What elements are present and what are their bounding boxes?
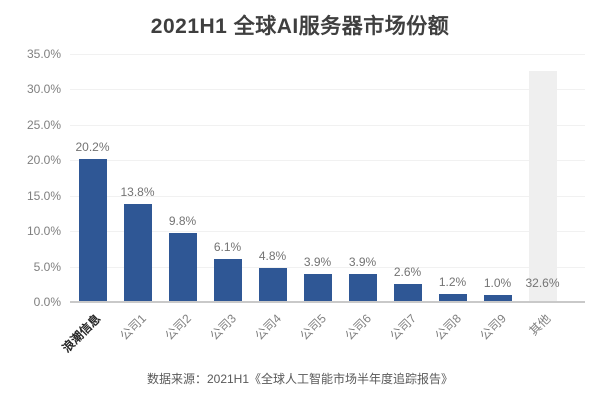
bar-value-label: 1.2% [438,274,467,289]
bar [528,71,557,302]
x-tick-label: 公司7 [387,311,419,344]
x-tick-label: 公司5 [297,311,329,344]
bar-slot: 1.2% 公司8 [430,54,475,343]
x-tick-label: 公司2 [162,311,194,344]
y-tick-label: 20.0% [26,153,61,168]
bar-slot: 13.8% 公司1 [115,54,160,343]
gridline [70,160,585,162]
bar-value-label: 13.8% [120,185,155,200]
x-tick-label: 公司9 [477,311,509,344]
x-tick-label: 公司4 [252,311,284,344]
plot-area: 35.0% 30.0% 25.0% 20.0% 15.0% 10.0% 5.0% 0.0% 2… [27,47,585,355]
gridline [70,54,585,55]
bar [393,283,422,302]
bar-value-label: 3.9% [303,255,332,270]
x-axis-line [70,301,585,303]
gridline [70,231,585,233]
bar-value-label: 32.6% [525,276,560,290]
data-source-note: 数据来源：2021H1《全球人工智能市场半年度追踪报告》 [146,372,454,386]
x-tick-label: 公司8 [432,311,464,344]
bar-slot: 20.2% 浪潮信息 [60,54,115,355]
bars-row: 20.2% 浪潮信息 13.8% 公司1 9.8% 公司2 6.1% 公司3 4.8% 公司4 3.… [60,54,565,355]
bar [213,258,242,302]
y-tick-label: 30.0% [26,82,61,97]
bar-slot: 3.9% 公司6 [340,54,385,343]
bar-value-label: 6.1% [213,239,242,254]
bar-value-label: 1.0% [483,275,512,290]
x-tick-label: 公司1 [117,311,149,344]
bar [123,204,152,302]
bar [438,293,467,302]
bar-value-label: 9.8% [168,213,197,228]
bar-slot: 32.6% 其他 [520,54,565,338]
gridline [70,266,585,268]
bar-slot: 9.8% 公司2 [160,54,205,343]
bar-slot: 4.8% 公司4 [250,54,295,343]
y-tick-label: 35.0% [26,47,61,61]
bar-value-label: 4.8% [258,249,287,263]
bar [348,274,377,302]
y-tick-label: 25.0% [26,117,61,132]
bar [303,274,332,302]
y-tick-label: 0.0% [33,295,61,309]
bar [258,268,287,302]
gridline [70,195,585,197]
x-tick-label: 浪潮信息 [59,311,104,356]
bar-value-label: 2.6% [393,264,422,279]
bar-slot: 1.0% 公司9 [475,54,520,343]
bar-slot: 3.9% 公司5 [295,54,340,343]
bar-slot: 6.1% 公司3 [205,54,250,343]
bar-slot: 2.6% 公司7 [385,54,430,343]
gridline [70,124,585,126]
bar-value-label: 3.9% [348,255,377,270]
y-tick-label: 5.0% [33,259,61,274]
y-tick-label: 10.0% [26,224,61,239]
x-tick-label: 其他 [526,311,554,339]
bar-value-label: 20.2% [75,139,110,154]
bar [168,232,197,302]
bar [78,158,107,302]
y-tick-label: 15.0% [26,188,61,203]
gridline [70,89,585,91]
x-tick-label: 公司3 [207,311,239,344]
bar [483,294,512,302]
chart-title: 2021H1 全球AI服务器市场份额 [150,15,450,38]
x-tick-label: 公司6 [342,311,374,344]
